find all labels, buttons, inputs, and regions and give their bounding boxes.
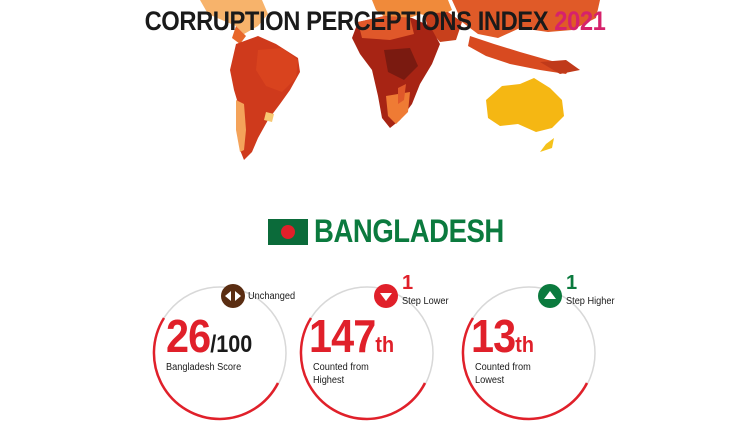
country-header: BANGLADESH: [0, 213, 750, 253]
map-region-new-zealand: [540, 138, 554, 152]
step-higher-number: 1: [566, 272, 578, 294]
rank-lowest-label-line-1: Counted from: [475, 362, 531, 373]
bangladesh-flag-icon: [268, 219, 308, 245]
map-region-middle-east: [424, 12, 462, 42]
unchanged-badge: [221, 284, 245, 308]
map-region-north-america: [200, 0, 268, 34]
rank-highest-label-line-1: Counted from: [313, 362, 369, 373]
rank-highest-suffix: th: [375, 332, 395, 357]
score-value-group: 26/100: [166, 313, 252, 359]
step-lower-label: Step Lower: [402, 296, 449, 307]
map-region-madagascar: [398, 84, 406, 104]
title-text: CORRUPTION PERCEPTIONS INDEX: [144, 6, 549, 36]
step-lower-badge: [374, 284, 398, 308]
unchanged-label: Unchanged: [248, 291, 296, 302]
score-ring: [152, 286, 287, 421]
rank-lowest-suffix: th: [515, 332, 534, 357]
rank-highest-ring: [299, 286, 434, 421]
page-title: CORRUPTION PERCEPTIONS INDEX 2021: [45, 6, 705, 37]
title-year: 2021: [554, 6, 606, 36]
rank-lowest-ring: [461, 286, 596, 421]
stat-rank-lowest: 13th Counted from Lowest: [459, 283, 599, 423]
map-region-uruguay: [264, 112, 274, 122]
flag-disc: [281, 225, 295, 239]
score-value: 26: [166, 310, 211, 362]
rank-lowest-value: 13: [471, 310, 516, 362]
map-region-central-america: [232, 26, 246, 44]
map-region-central-africa: [384, 48, 418, 80]
score-suffix: /100: [210, 331, 253, 358]
map-region-brazil: [256, 48, 298, 92]
down-arrow-icon: [380, 293, 392, 301]
step-higher-badge: [538, 284, 562, 308]
step-higher-label: Step Higher: [566, 296, 615, 307]
map-region-new-guinea: [540, 60, 580, 74]
world-map: [200, 0, 600, 160]
left-right-arrows-icon: [225, 291, 241, 301]
score-label-line: Bangladesh Score: [166, 362, 242, 373]
up-arrow-icon: [544, 291, 556, 299]
step-lower-number: 1: [402, 272, 414, 294]
stat-score: 26/100 Bangladesh Score: [150, 283, 290, 423]
rank-lowest-value-group: 13th: [471, 313, 534, 359]
map-region-australia: [486, 78, 564, 132]
map-region-chile: [236, 100, 246, 152]
country-name: BANGLADESH: [314, 213, 504, 249]
map-region-north-africa: [358, 16, 414, 40]
rank-highest-label-line-2: Highest: [313, 375, 345, 386]
rank-highest-value-group: 147th: [309, 313, 394, 359]
score-label: Bangladesh Score: [166, 361, 241, 374]
rank-highest-value: 147: [309, 310, 376, 362]
map-region-asia: [452, 0, 600, 38]
rank-lowest-label: Counted from Lowest: [475, 361, 531, 387]
stat-rank-highest: 147th Counted from Highest: [297, 283, 437, 423]
rank-lowest-label-line-2: Lowest: [475, 375, 505, 386]
rank-highest-label: Counted from Highest: [313, 361, 369, 387]
